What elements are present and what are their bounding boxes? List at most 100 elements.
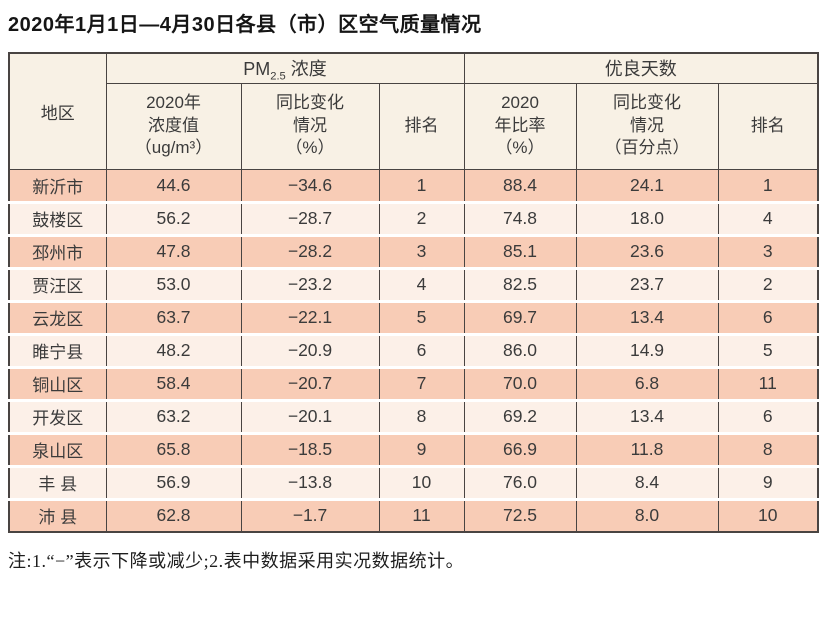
- value-cell: 10: [717, 499, 819, 532]
- region-cell: 沛 县: [38, 508, 78, 528]
- value-cell: 14.9: [575, 334, 718, 367]
- value-cell: −1.7: [240, 499, 379, 532]
- value-cell: 11.8: [575, 433, 718, 466]
- value-cell: 69.2: [463, 400, 576, 433]
- pm25-label-subscript: 2.5: [270, 70, 286, 83]
- value-cell: 2: [717, 268, 819, 301]
- value-cell: 1: [717, 169, 819, 202]
- value-cell: 5: [378, 301, 464, 334]
- header-good-ratio: 2020 年比率 （%）: [463, 82, 577, 170]
- value-cell: 6: [717, 400, 819, 433]
- value-cell: 63.2: [105, 400, 241, 433]
- value-cell: −34.6: [240, 169, 379, 202]
- air-quality-table: 地区 PM2.5 浓度 优良天数 2020年 浓度值 （ug/m³） 同比变化 …: [8, 52, 820, 533]
- value-cell: 8.4: [575, 466, 718, 499]
- value-cell: 4: [378, 268, 464, 301]
- value-cell: 88.4: [463, 169, 576, 202]
- value-cell: 13.4: [575, 400, 718, 433]
- table-row: 云龙区 63.7 −22.1 5 69.7 13.4 6: [9, 301, 819, 334]
- value-cell: −28.2: [240, 235, 379, 268]
- value-cell: 3: [717, 235, 819, 268]
- value-cell: −28.7: [240, 202, 379, 235]
- value-cell: 2: [378, 202, 464, 235]
- value-cell: 6.8: [575, 367, 718, 400]
- value-cell: 82.5: [463, 268, 576, 301]
- value-cell: 62.8: [105, 499, 241, 532]
- header-region: 地区: [8, 52, 107, 170]
- sub-header-row: 2020年 浓度值 （ug/m³） 同比变化 情况 （%） 排名 2020 年比…: [9, 82, 819, 170]
- value-cell: −20.1: [240, 400, 379, 433]
- value-cell: 9: [717, 466, 819, 499]
- value-cell: 18.0: [575, 202, 718, 235]
- value-cell: 11: [378, 499, 464, 532]
- value-cell: 66.9: [463, 433, 576, 466]
- value-cell: 23.7: [575, 268, 718, 301]
- value-cell: 7: [378, 367, 464, 400]
- region-cell: 泉山区: [32, 442, 84, 461]
- value-cell: 6: [378, 334, 464, 367]
- value-cell: 72.5: [463, 499, 576, 532]
- value-cell: 9: [378, 433, 464, 466]
- table-header: 地区 PM2.5 浓度 优良天数 2020年 浓度值 （ug/m³） 同比变化 …: [8, 52, 819, 170]
- value-cell: 53.0: [105, 268, 241, 301]
- region-cell: 开发区: [32, 409, 84, 428]
- header-pm-value: 2020年 浓度值 （ug/m³）: [105, 82, 242, 170]
- value-cell: 10: [378, 466, 464, 499]
- value-cell: 48.2: [105, 334, 241, 367]
- value-cell: 8.0: [575, 499, 718, 532]
- value-cell: 11: [717, 367, 819, 400]
- table-row: 开发区 63.2 −20.1 8 69.2 13.4 6: [9, 400, 819, 433]
- table-row: 鼓楼区 56.2 −28.7 2 74.8 18.0 4: [9, 202, 819, 235]
- region-cell: 鼓楼区: [32, 211, 84, 230]
- region-cell: 丰 县: [38, 475, 78, 494]
- table-row: 新沂市 44.6 −34.6 1 88.4 24.1 1: [9, 169, 819, 202]
- value-cell: 44.6: [105, 169, 241, 202]
- value-cell: 6: [717, 301, 819, 334]
- value-cell: 3: [378, 235, 464, 268]
- value-cell: 74.8: [463, 202, 576, 235]
- value-cell: 56.9: [105, 466, 241, 499]
- page-title: 2020年1月1日—4月30日各县（市）区空气质量情况: [8, 14, 482, 36]
- value-cell: 65.8: [105, 433, 241, 466]
- value-cell: 4: [717, 202, 819, 235]
- value-cell: 47.8: [105, 235, 241, 268]
- value-cell: −23.2: [240, 268, 379, 301]
- region-cell: 睢宁县: [32, 343, 84, 362]
- header-good-days-group: 优良天数: [463, 52, 819, 84]
- region-cell: 新沂市: [32, 177, 84, 197]
- table-row: 泉山区 65.8 −18.5 9 66.9 11.8 8: [9, 433, 819, 466]
- pm25-label-suffix: 浓度: [285, 59, 327, 80]
- header-pm-change: 同比变化 情况 （%）: [240, 82, 380, 170]
- value-cell: −18.5: [240, 433, 379, 466]
- value-cell: −20.7: [240, 367, 379, 400]
- value-cell: 8: [378, 400, 464, 433]
- table-row: 丰 县 56.9 −13.8 10 76.0 8.4 9: [9, 466, 819, 499]
- header-pm-rank: 排名: [378, 82, 465, 170]
- value-cell: −20.9: [240, 334, 379, 367]
- region-cell: 邳州市: [32, 244, 84, 263]
- table-body: 新沂市 44.6 −34.6 1 88.4 24.1 1 鼓楼区 56.2 −28.7 2 74.8 1…: [9, 169, 819, 532]
- table-row: 铜山区 58.4 −20.7 7 70.0 6.8 11: [9, 367, 819, 400]
- footnote: 注:1.“−”表示下降或减少;2.表中数据采用实况数据统计。: [8, 551, 465, 571]
- value-cell: 85.1: [463, 235, 576, 268]
- value-cell: 24.1: [575, 169, 718, 202]
- value-cell: 86.0: [463, 334, 576, 367]
- value-cell: 58.4: [105, 367, 241, 400]
- value-cell: −13.8: [240, 466, 379, 499]
- value-cell: 13.4: [575, 301, 718, 334]
- value-cell: 5: [717, 334, 819, 367]
- group-header-row: 地区 PM2.5 浓度 优良天数: [8, 52, 819, 170]
- value-cell: 8: [717, 433, 819, 466]
- region-cell: 云龙区: [32, 310, 84, 329]
- table-row: 睢宁县 48.2 −20.9 6 86.0 14.9 5: [9, 334, 819, 367]
- value-cell: 56.2: [105, 202, 241, 235]
- table-row: 邳州市 47.8 −28.2 3 85.1 23.6 3: [9, 235, 819, 268]
- value-cell: 69.7: [463, 301, 576, 334]
- value-cell: 70.0: [463, 367, 576, 400]
- pm25-label-prefix: PM: [243, 59, 271, 80]
- region-cell: 贾汪区: [32, 277, 84, 296]
- value-cell: −22.1: [240, 301, 379, 334]
- header-pm25-group: PM2.5 浓度: [105, 52, 465, 84]
- value-cell: 76.0: [463, 466, 576, 499]
